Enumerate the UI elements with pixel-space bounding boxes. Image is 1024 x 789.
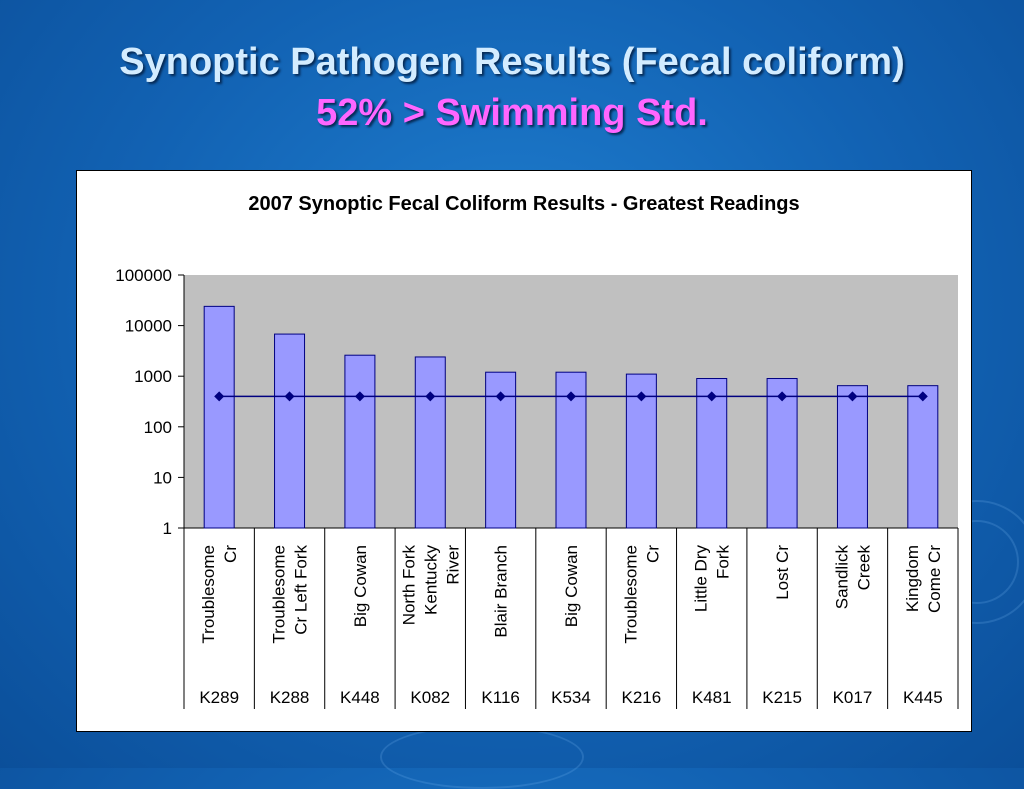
- bar: [274, 333, 306, 529]
- category-label: Sandlick Creek: [832, 545, 873, 610]
- line-point: [354, 391, 365, 402]
- bar: [836, 385, 868, 529]
- line-point: [566, 391, 576, 402]
- y-tick-label: 100000: [115, 266, 172, 285]
- category-label: Troublesome Cr: [621, 545, 662, 644]
- category-label: Big Cowan: [562, 545, 581, 627]
- chart-svg: 1 10 100 1000 10000 100000 Troublesome Cr K289 Tr…: [115, 266, 959, 709]
- station-code: K481: [692, 688, 732, 707]
- bar: [414, 356, 446, 529]
- category-label: Kingdom Come Cr: [903, 545, 944, 613]
- slide-title: Synoptic Pathogen Results (Fecal colifor…: [119, 41, 905, 83]
- category-label: Little Dry Fork: [692, 545, 733, 613]
- category-label: Big Cowan: [351, 545, 370, 627]
- category-label: North Fork Kentucky River: [399, 545, 462, 626]
- station-code: K289: [199, 688, 239, 707]
- line-point: [777, 391, 788, 402]
- y-tick-label: 10000: [125, 317, 172, 336]
- station-code: K445: [903, 688, 943, 707]
- slide-subtitle: 52% > Swimming Std.: [316, 92, 708, 134]
- chart-title: 2007 Synoptic Fecal Coliform Results - G…: [248, 193, 800, 215]
- background-swirl: [380, 725, 584, 789]
- station-code: K448: [340, 688, 380, 707]
- category-label: Troublesome Cr Left Fork: [270, 545, 311, 644]
- bar: [344, 354, 376, 529]
- station-code: K216: [622, 688, 662, 707]
- category-label: Lost Cr: [773, 545, 792, 600]
- station-code: K288: [270, 688, 310, 707]
- line-point: [284, 391, 295, 402]
- line-point: [847, 391, 858, 402]
- bar: [696, 378, 728, 529]
- y-tick-label: 1000: [134, 367, 172, 386]
- bar: [203, 305, 235, 529]
- station-code: K215: [762, 688, 802, 707]
- category-label: Troublesome Cr: [199, 545, 240, 644]
- chart-frame: 2007 Synoptic Fecal Coliform Results - G…: [76, 170, 972, 732]
- station-code: K534: [551, 688, 591, 707]
- line-point: [495, 391, 506, 402]
- line-point: [917, 391, 928, 402]
- y-tick-label: 1: [163, 519, 172, 538]
- bar: [766, 378, 798, 529]
- station-code: K082: [410, 688, 450, 707]
- category-label: Blair Branch: [492, 545, 511, 638]
- station-code: K017: [833, 688, 873, 707]
- line-point: [706, 391, 717, 402]
- line-point: [214, 391, 225, 402]
- station-code: K116: [481, 688, 519, 707]
- y-tick-label: 10: [153, 468, 172, 487]
- bar: [907, 385, 939, 529]
- line-point: [425, 391, 436, 402]
- y-tick-label: 100: [144, 418, 172, 437]
- line-point: [636, 391, 647, 402]
